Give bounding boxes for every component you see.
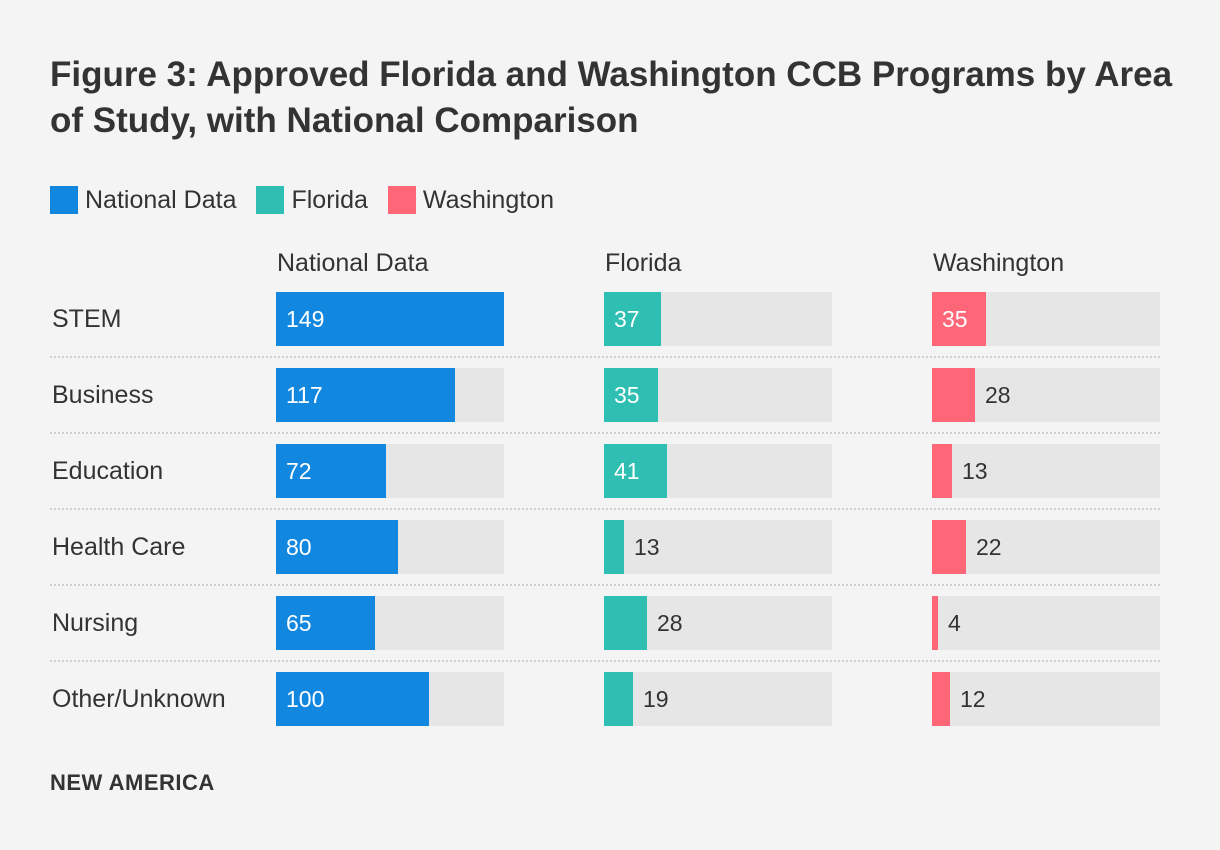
bar-track-florida: 37 [604, 292, 832, 346]
chart-row-education: Education 72 41 13 [50, 444, 1160, 520]
bar-national-data-nursing [276, 596, 375, 650]
brand-logo: NEW AMERICA [50, 770, 215, 795]
bar-national-data-other-unknown [276, 672, 429, 726]
bar-track-national-data: 100 [276, 672, 504, 726]
bar-national-data-health-care [276, 520, 398, 574]
bar-value-florida-nursing: 28 [657, 610, 683, 636]
bar-value-florida-business: 35 [614, 382, 640, 408]
bar-national-data-stem [276, 292, 504, 346]
bar-florida-other-unknown [604, 672, 633, 726]
category-label: STEM [52, 305, 122, 333]
bar-washington-education [932, 444, 952, 498]
row-divider [50, 508, 1160, 510]
legend-label-washington: Washington [422, 185, 554, 214]
category-label: Education [52, 457, 164, 485]
bar-track-national-data: 80 [276, 520, 504, 574]
bar-value-washington-nursing: 4 [948, 610, 961, 636]
legend-item-washington: Washington [387, 185, 554, 215]
row-divider [50, 432, 1160, 434]
legend-swatch-national [50, 186, 78, 214]
bar-value-florida-education: 41 [614, 458, 640, 484]
bar-track-national-data: 117 [276, 368, 504, 422]
bar-washington-business [932, 368, 975, 422]
bar-value-national-data-education: 72 [286, 458, 312, 484]
chart-row-stem: STEM 149 37 35 [50, 292, 1160, 368]
bar-track-washington: 28 [932, 368, 1160, 422]
legend-swatch-florida [256, 186, 285, 214]
column-header-national: National Data [277, 249, 429, 277]
bar-value-florida-stem: 37 [614, 306, 640, 332]
bar-florida-stem [604, 292, 661, 346]
row-divider [50, 584, 1160, 586]
chart-title: Figure 3: Approved Florida and Washingto… [50, 55, 1173, 140]
legend-item-florida: Florida [256, 185, 368, 215]
category-label: Other/Unknown [52, 685, 226, 713]
legend-label-florida: Florida [291, 185, 368, 214]
bar-florida-education [604, 444, 667, 498]
category-label: Health Care [52, 533, 186, 561]
bar-value-washington-education: 13 [962, 458, 988, 484]
bar-national-data-business [276, 368, 455, 422]
bar-track-florida: 41 [604, 444, 832, 498]
row-divider [50, 356, 1160, 358]
bar-value-washington-stem: 35 [942, 306, 968, 332]
bar-value-washington-other-unknown: 12 [960, 686, 986, 712]
chart-row-business: Business 117 35 28 [50, 368, 1160, 444]
chart-row-nursing: Nursing 65 28 4 [50, 596, 1160, 672]
bar-florida-health-care [604, 520, 624, 574]
bar-track-national-data: 149 [276, 292, 504, 346]
bar-washington-nursing [932, 596, 938, 650]
column-header-florida: Florida [605, 249, 682, 277]
bar-florida-business [604, 368, 658, 422]
bar-track-florida: 13 [604, 520, 832, 574]
legend-label-national: National Data [85, 185, 237, 214]
bar-value-florida-other-unknown: 19 [643, 686, 669, 712]
category-label: Business [52, 381, 154, 409]
bar-florida-nursing [604, 596, 647, 650]
legend-swatch-washington [387, 186, 416, 214]
bar-track-washington: 35 [932, 292, 1160, 346]
chart-row-health-care: Health Care 80 13 22 [50, 520, 1160, 596]
bar-value-national-data-business: 117 [286, 382, 323, 408]
bar-track-national-data: 65 [276, 596, 504, 650]
column-header-washington: Washington [933, 249, 1065, 277]
bar-washington-other-unknown [932, 672, 950, 726]
bar-value-washington-health-care: 22 [976, 534, 1002, 560]
bar-track-washington: 4 [932, 596, 1160, 650]
bar-value-national-data-other-unknown: 100 [286, 686, 325, 712]
chart-row-other-unknown: Other/Unknown 100 19 12 [50, 672, 1160, 748]
bar-value-national-data-health-care: 80 [286, 534, 312, 560]
bar-washington-stem [932, 292, 986, 346]
legend: National Data Florida Washington [50, 183, 574, 217]
bar-track-washington: 13 [932, 444, 1160, 498]
bar-value-national-data-nursing: 65 [286, 610, 312, 636]
legend-item-national: National Data [50, 186, 236, 215]
bar-national-data-education [276, 444, 386, 498]
bar-track-washington: 12 [932, 672, 1160, 726]
row-divider [50, 660, 1160, 662]
bar-track-national-data: 72 [276, 444, 504, 498]
bar-value-florida-health-care: 13 [634, 534, 660, 560]
bar-washington-health-care [932, 520, 966, 574]
bar-value-washington-business: 28 [985, 382, 1011, 408]
bar-track-florida: 35 [604, 368, 832, 422]
bar-value-national-data-stem: 149 [286, 306, 325, 332]
bar-track-washington: 22 [932, 520, 1160, 574]
bar-track-florida: 19 [604, 672, 832, 726]
category-label: Nursing [52, 609, 139, 637]
bar-track-florida: 28 [604, 596, 832, 650]
